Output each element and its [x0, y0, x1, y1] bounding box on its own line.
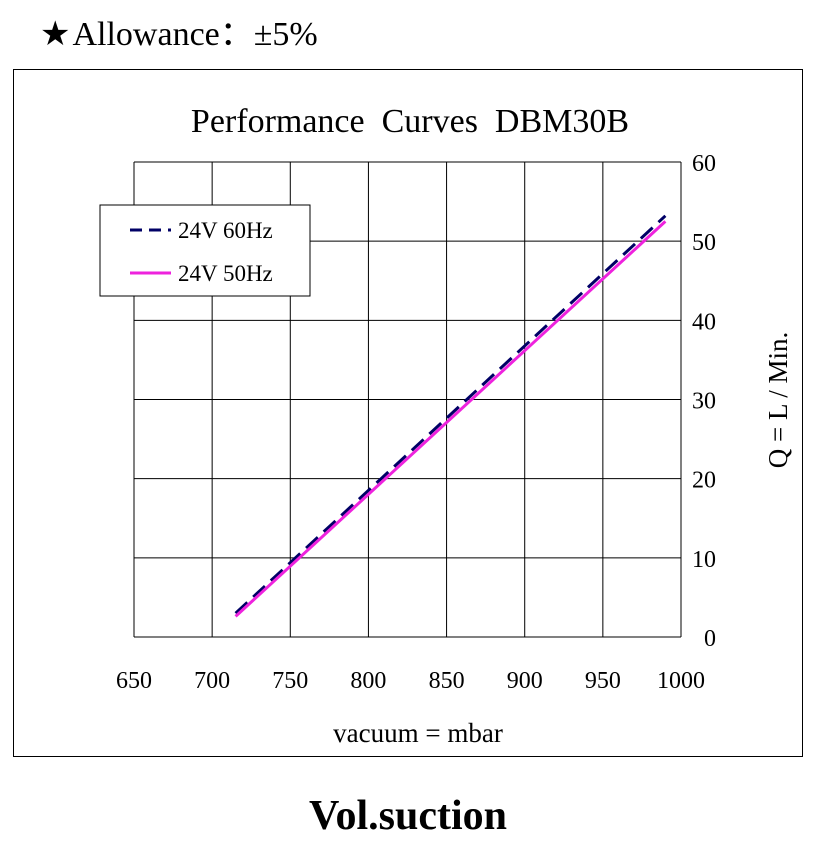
- footer-caption: Vol.suction: [308, 793, 507, 839]
- y-axis-label: Q = L / Min.: [763, 332, 793, 468]
- legend-label: 24V 60Hz: [178, 218, 273, 243]
- x-tick-label: 700: [194, 668, 230, 694]
- star-icon: ★: [40, 16, 71, 53]
- x-tick-label: 1000: [657, 668, 705, 694]
- y-tick-label: 30: [692, 389, 716, 415]
- series-line: [234, 214, 667, 615]
- legend-label: 24V 50Hz: [178, 261, 273, 286]
- y-tick-label: 20: [692, 468, 716, 494]
- x-axis-ticks: 650 700 750 800 850 900 950 1000: [116, 668, 705, 694]
- y-tick-label: 60: [692, 151, 716, 177]
- allowance-text: Allowance：±5%: [72, 16, 318, 53]
- y-tick-label: 50: [692, 230, 716, 256]
- chart-legend: 24V 60Hz 24V 50Hz: [99, 204, 311, 297]
- y-tick-label: 0: [704, 626, 716, 652]
- chart-series: [234, 214, 667, 618]
- x-tick-label: 850: [429, 668, 465, 694]
- series-line: [234, 220, 667, 618]
- chart-title: Performance Curves DBM30B: [191, 103, 629, 140]
- chart-frame: [13, 69, 803, 757]
- x-tick-label: 650: [116, 668, 152, 694]
- x-tick-label: 950: [585, 668, 621, 694]
- allowance-note: ★Allowance：±5%: [40, 6, 318, 55]
- legend-box: [99, 204, 311, 297]
- x-tick-label: 900: [507, 668, 543, 694]
- y-tick-label: 40: [692, 309, 716, 335]
- y-axis-ticks: 0 10 20 30 40 50 60: [692, 151, 716, 652]
- chart-grid: [133, 161, 682, 638]
- y-tick-label: 10: [692, 547, 716, 573]
- x-tick-label: 800: [350, 668, 386, 694]
- x-axis-label: vacuum = mbar: [333, 718, 503, 748]
- x-tick-label: 750: [272, 668, 308, 694]
